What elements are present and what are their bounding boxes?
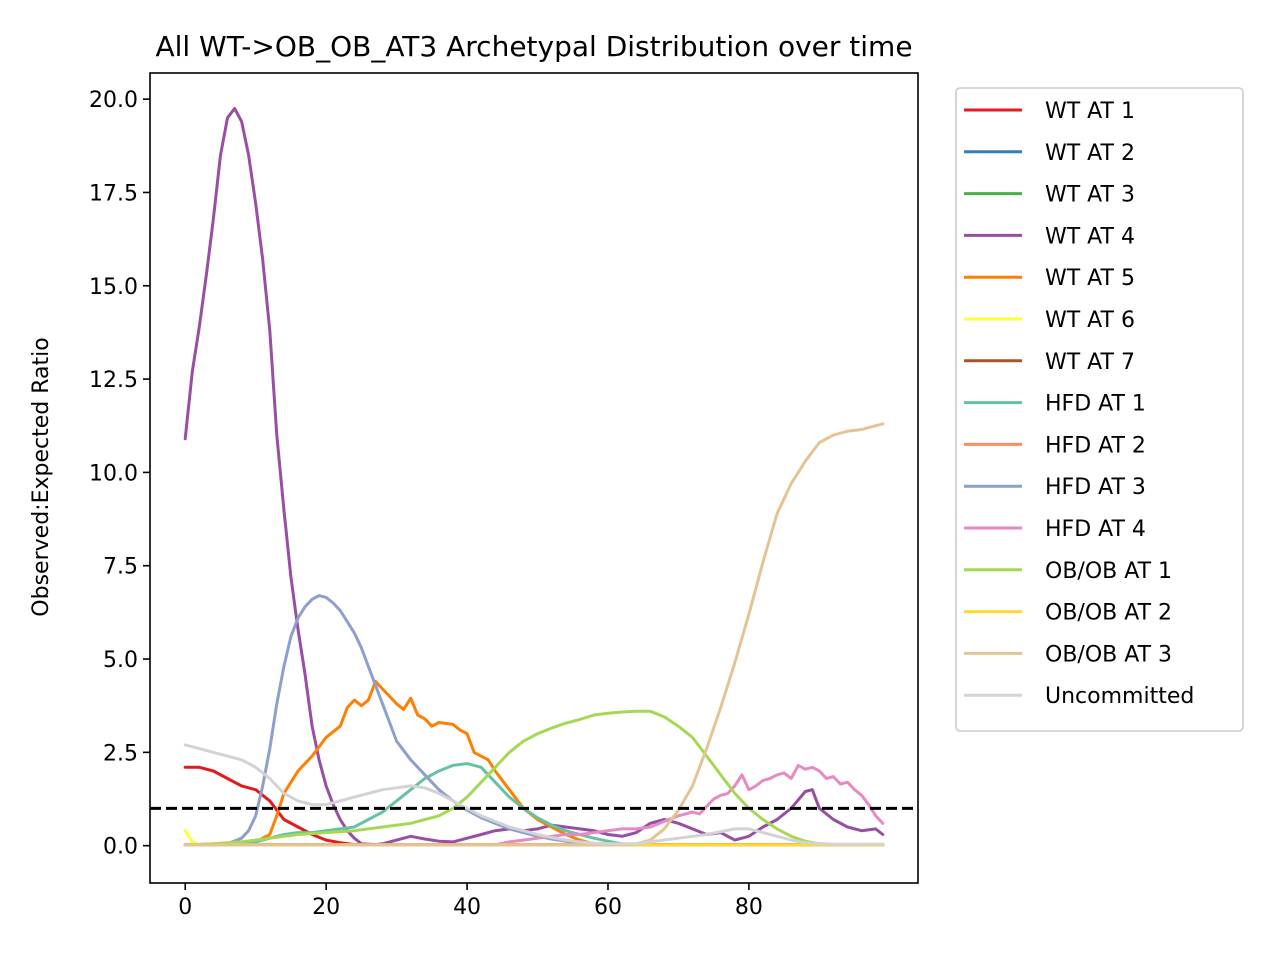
y-tick-label: 0.0: [103, 835, 138, 860]
y-tick-label: 10.0: [89, 461, 138, 486]
legend: WT AT 1 WT AT 2 WT AT 3 WT AT 4 WT AT 5 WT AT…: [955, 87, 1244, 732]
legend-label-wt-at-2: WT AT 2: [1045, 141, 1135, 166]
y-tick-label: 12.5: [89, 368, 138, 393]
legend-label-hfd-at-3: HFD AT 3: [1045, 475, 1146, 500]
legend-label-hfd-at-1: HFD AT 1: [1045, 392, 1146, 417]
plot-area: 0 20 40 60 80 0.0 2.5 5.0 7.5 10.0 12.5 15.0 17.5 20.…: [89, 72, 919, 920]
x-tick-label: 20: [312, 895, 340, 920]
legend-label-wt-at-3: WT AT 3: [1045, 183, 1135, 208]
legend-label-wt-at-4: WT AT 4: [1045, 224, 1135, 249]
y-tick-label: 2.5: [103, 741, 138, 766]
legend-label-ob-ob-at-1: OB/OB AT 1: [1045, 559, 1172, 584]
legend-label-hfd-at-2: HFD AT 2: [1045, 433, 1146, 458]
x-tick-label: 0: [178, 895, 192, 920]
legend-label-wt-at-5: WT AT 5: [1045, 266, 1135, 291]
legend-label-wt-at-1: WT AT 1: [1045, 99, 1135, 124]
y-tick-label: 15.0: [89, 275, 138, 300]
series-line-hfd-at-3: [183, 594, 885, 847]
y-tick-label: 17.5: [89, 181, 138, 206]
y-tick-label: 5.0: [103, 648, 138, 673]
legend-label-ob-ob-at-2: OB/OB AT 2: [1045, 601, 1172, 626]
series-line-hfd-at-4: [183, 763, 885, 847]
series-line-ob-ob-at-3: [183, 422, 885, 847]
series-lines: [183, 107, 885, 847]
x-tick-label: 80: [735, 895, 763, 920]
x-tick-label: 40: [453, 895, 481, 920]
series-line-wt-at-4: [183, 107, 885, 847]
legend-label-ob-ob-at-3: OB/OB AT 3: [1045, 642, 1172, 667]
y-axis-title: Observed:Expected Ratio: [29, 337, 54, 616]
y-tick-label: 7.5: [103, 555, 138, 580]
series-line-ob-ob-at-1: [183, 709, 885, 847]
y-tick-label: 20.0: [89, 88, 138, 113]
plot-frame: [149, 72, 919, 884]
x-tick-label: 60: [594, 895, 622, 920]
legend-box: [955, 87, 1244, 732]
legend-label-wt-at-6: WT AT 6: [1045, 308, 1135, 333]
legend-label-wt-at-7: WT AT 7: [1045, 350, 1135, 375]
series-line-uncommitted: [183, 743, 885, 846]
chart-title: All WT->OB_OB_AT3 Archetypal Distributio…: [155, 30, 912, 63]
legend-label-hfd-at-4: HFD AT 4: [1045, 517, 1146, 542]
legend-label-uncommitted: Uncommitted: [1045, 684, 1194, 709]
